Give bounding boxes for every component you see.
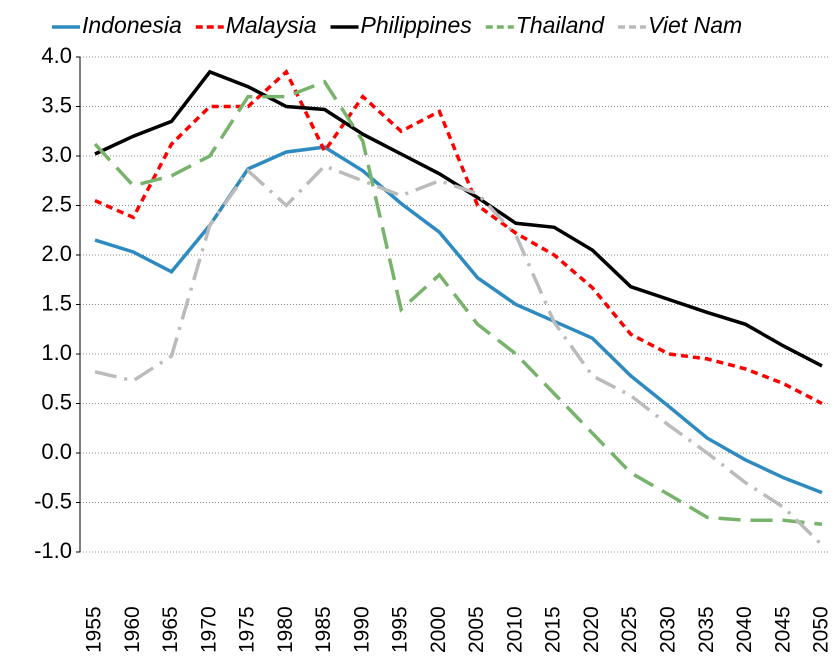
- x-tick-label: 2025: [618, 606, 641, 653]
- x-tick-label: 1965: [159, 606, 182, 653]
- x-tick-label: 1980: [274, 606, 297, 653]
- legend-label: Malaysia: [226, 12, 317, 38]
- y-tick-label: 3.0: [41, 142, 72, 167]
- x-tick-label: 2015: [542, 606, 565, 653]
- legend-label: Thailand: [516, 12, 605, 38]
- x-tick-label: 2000: [427, 606, 450, 653]
- x-tick-label: 1985: [312, 606, 335, 653]
- legend-label: Viet Nam: [648, 12, 742, 38]
- y-tick-label: -1.0: [34, 538, 72, 563]
- y-tick-label: 2.0: [41, 241, 72, 266]
- series-line: [94, 69, 823, 368]
- series-line: [94, 69, 823, 406]
- legend-label: Indonesia: [82, 12, 182, 38]
- series-line: [94, 145, 823, 495]
- x-tick-label: 2030: [656, 606, 679, 653]
- y-tick-label: 0.0: [41, 439, 72, 464]
- y-tick-label: 4.0: [41, 43, 72, 68]
- y-tick-label: -0.5: [34, 488, 72, 513]
- y-tick-label: 0.5: [41, 389, 72, 414]
- x-tick-label: 1995: [389, 606, 412, 653]
- x-tick-label: 1975: [236, 606, 259, 653]
- y-tick-label: 3.5: [41, 92, 72, 117]
- series-line: [93, 79, 823, 527]
- x-tick-label: 2005: [465, 606, 488, 653]
- x-tick-label: 2045: [771, 606, 794, 653]
- x-tick-label: 1990: [350, 606, 373, 653]
- x-tick-label: 1960: [121, 606, 144, 653]
- y-tick-label: 1.0: [41, 340, 72, 365]
- y-tick-label: 1.5: [41, 290, 72, 315]
- legend-label: Philippines: [361, 12, 473, 38]
- x-tick-label: 2035: [695, 606, 718, 653]
- x-tick-label: 1955: [83, 606, 106, 653]
- x-tick-label: 2010: [503, 606, 526, 653]
- y-tick-label: 2.5: [41, 191, 72, 216]
- x-tick-label: 1970: [197, 606, 220, 653]
- series-line: [94, 163, 824, 547]
- x-tick-label: 2050: [810, 606, 833, 653]
- x-tick-label: 2020: [580, 606, 603, 653]
- x-tick-label: 2040: [733, 606, 756, 653]
